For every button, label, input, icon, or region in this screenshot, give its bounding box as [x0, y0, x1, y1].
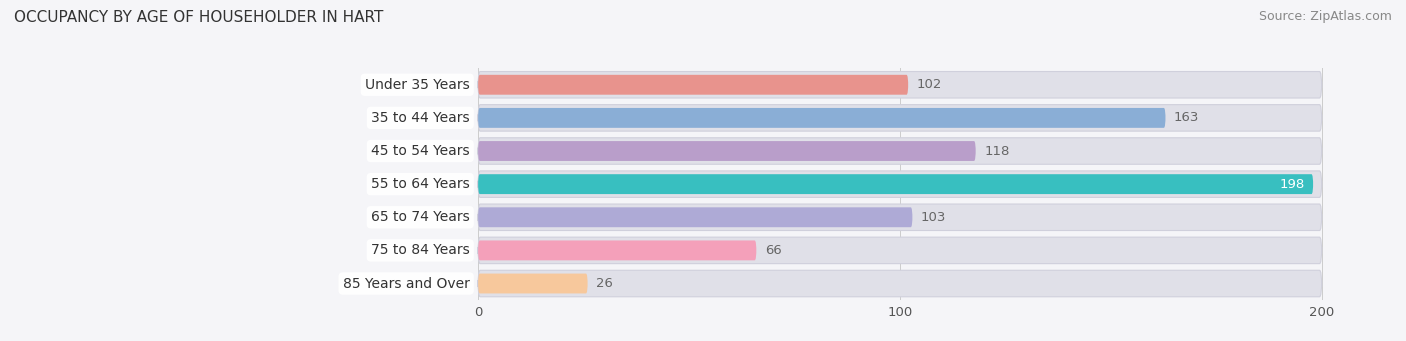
Text: 55 to 64 Years: 55 to 64 Years	[371, 177, 470, 191]
Text: 65 to 74 Years: 65 to 74 Years	[371, 210, 470, 224]
Text: 103: 103	[921, 211, 946, 224]
FancyBboxPatch shape	[478, 207, 912, 227]
Text: 85 Years and Over: 85 Years and Over	[343, 277, 470, 291]
FancyBboxPatch shape	[478, 72, 1322, 98]
Text: Under 35 Years: Under 35 Years	[364, 78, 470, 92]
FancyBboxPatch shape	[478, 141, 976, 161]
FancyBboxPatch shape	[478, 174, 1313, 194]
Text: 102: 102	[917, 78, 942, 91]
FancyBboxPatch shape	[478, 75, 908, 95]
FancyBboxPatch shape	[478, 273, 588, 294]
FancyBboxPatch shape	[478, 204, 1322, 231]
FancyBboxPatch shape	[478, 237, 1322, 264]
FancyBboxPatch shape	[478, 108, 1166, 128]
FancyBboxPatch shape	[478, 138, 1322, 164]
Text: 66: 66	[765, 244, 782, 257]
Text: 118: 118	[984, 145, 1010, 158]
FancyBboxPatch shape	[478, 240, 756, 260]
Text: 35 to 44 Years: 35 to 44 Years	[371, 111, 470, 125]
Text: 45 to 54 Years: 45 to 54 Years	[371, 144, 470, 158]
Text: OCCUPANCY BY AGE OF HOUSEHOLDER IN HART: OCCUPANCY BY AGE OF HOUSEHOLDER IN HART	[14, 10, 384, 25]
Text: 26: 26	[596, 277, 613, 290]
Text: 163: 163	[1174, 112, 1199, 124]
FancyBboxPatch shape	[478, 171, 1322, 197]
Text: 75 to 84 Years: 75 to 84 Years	[371, 243, 470, 257]
Text: 198: 198	[1279, 178, 1305, 191]
Text: Source: ZipAtlas.com: Source: ZipAtlas.com	[1258, 10, 1392, 23]
FancyBboxPatch shape	[478, 270, 1322, 297]
FancyBboxPatch shape	[478, 105, 1322, 131]
